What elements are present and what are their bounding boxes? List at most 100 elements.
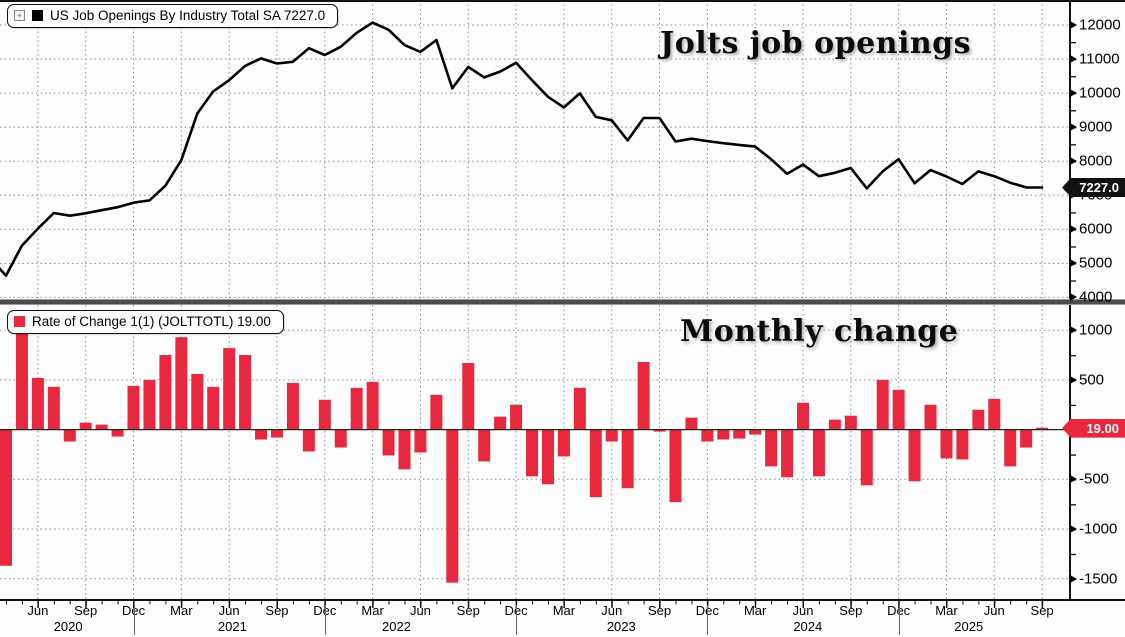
job-openings-line[interactable] xyxy=(0,21,1044,277)
y-axis-arrow xyxy=(1070,157,1077,166)
change-bar[interactable] xyxy=(63,429,76,442)
change-bar[interactable] xyxy=(876,379,889,430)
year-divider-line xyxy=(898,605,900,635)
y-axis-label-top: 11000 xyxy=(1079,50,1120,68)
change-bar[interactable] xyxy=(350,387,363,430)
change-bar[interactable] xyxy=(828,419,841,430)
x-axis-month-label: Jun xyxy=(409,603,431,618)
change-bar[interactable] xyxy=(557,429,570,457)
year-divider-line xyxy=(707,605,709,635)
change-bar[interactable] xyxy=(0,429,12,566)
change-bar[interactable] xyxy=(302,429,315,452)
change-bar[interactable] xyxy=(940,429,953,459)
change-bar[interactable] xyxy=(924,404,937,430)
y-axis-arrow xyxy=(1070,259,1077,268)
change-bar[interactable] xyxy=(972,409,985,430)
change-bar[interactable] xyxy=(191,373,204,430)
change-bar[interactable] xyxy=(127,385,140,430)
change-bar[interactable] xyxy=(781,429,794,478)
change-bar[interactable] xyxy=(526,429,539,477)
legend-bottom-series[interactable]: Rate of Change 1(1) (JOLTTOTL) 19.00 xyxy=(7,310,284,334)
change-bar[interactable] xyxy=(988,398,1001,430)
y-axis-arrow xyxy=(1070,525,1077,533)
change-bar[interactable] xyxy=(446,429,459,583)
change-bar[interactable] xyxy=(908,429,921,482)
change-bar[interactable] xyxy=(286,382,299,430)
change-bar[interactable] xyxy=(733,429,746,439)
x-tick-minor xyxy=(500,601,502,605)
expand-icon[interactable]: + xyxy=(14,10,25,21)
change-bar[interactable] xyxy=(1020,429,1033,448)
x-tick-quarter xyxy=(85,601,87,608)
change-bar[interactable] xyxy=(175,337,188,430)
change-bar[interactable] xyxy=(1036,427,1049,430)
change-bar[interactable] xyxy=(589,429,602,498)
change-bar[interactable] xyxy=(685,417,698,430)
change-bar[interactable] xyxy=(414,429,427,453)
change-bar[interactable] xyxy=(797,402,809,430)
change-bar[interactable] xyxy=(382,429,395,456)
change-bar[interactable] xyxy=(637,362,650,430)
x-tick-minor xyxy=(149,601,151,605)
change-bar[interactable] xyxy=(79,422,92,430)
change-bar[interactable] xyxy=(478,429,491,462)
x-tick-minor xyxy=(1026,601,1028,605)
change-bar[interactable] xyxy=(111,429,124,437)
change-bar[interactable] xyxy=(31,377,44,430)
y-axis-arrow xyxy=(1070,21,1077,29)
change-bar[interactable] xyxy=(605,429,618,442)
change-bar[interactable] xyxy=(812,429,825,477)
change-bar[interactable] xyxy=(398,429,411,470)
change-bar[interactable] xyxy=(47,386,60,430)
change-bar[interactable] xyxy=(430,394,443,430)
y-axis-label-top: 5000 xyxy=(1079,254,1113,272)
x-tick-minor xyxy=(691,601,693,605)
change-bar[interactable] xyxy=(510,404,523,430)
panel-divider[interactable] xyxy=(0,299,1125,305)
y-tick-minor xyxy=(1071,280,1076,282)
legend-top-series[interactable]: + US Job Openings By Industry Total SA 7… xyxy=(7,4,339,28)
change-bar[interactable] xyxy=(462,363,475,430)
change-bar[interactable] xyxy=(95,424,108,430)
y-axis-arrow xyxy=(1070,225,1077,234)
change-bar[interactable] xyxy=(701,429,714,442)
change-bar[interactable] xyxy=(159,355,172,430)
change-bar[interactable] xyxy=(334,429,347,448)
change-bar[interactable] xyxy=(749,429,762,435)
change-bar[interactable] xyxy=(366,381,379,430)
change-bar[interactable] xyxy=(143,379,156,430)
x-tick-quarter xyxy=(993,601,996,608)
change-bar[interactable] xyxy=(15,312,28,430)
change-bar[interactable] xyxy=(255,429,268,440)
change-bar[interactable] xyxy=(844,415,857,430)
change-bar[interactable] xyxy=(239,355,252,430)
change-bar[interactable] xyxy=(573,387,586,430)
x-tick-minor xyxy=(739,601,741,605)
change-bar[interactable] xyxy=(860,429,873,486)
change-bar[interactable] xyxy=(541,429,554,485)
change-bar[interactable] xyxy=(765,429,778,467)
x-tick-quarter xyxy=(563,601,565,608)
x-tick-minor xyxy=(866,601,868,605)
change-bar[interactable] xyxy=(494,416,507,430)
change-bar[interactable] xyxy=(621,429,634,489)
change-bar[interactable] xyxy=(892,389,905,430)
change-bar[interactable] xyxy=(669,429,682,503)
change-bar[interactable] xyxy=(207,386,220,430)
x-axis-month-label: Sep xyxy=(647,603,672,618)
change-bar[interactable] xyxy=(956,429,969,460)
x-tick-minor xyxy=(21,601,23,605)
change-bar[interactable] xyxy=(1004,429,1017,467)
change-bar[interactable] xyxy=(717,429,730,440)
x-tick-quarter xyxy=(706,601,709,608)
change-bar[interactable] xyxy=(318,399,331,430)
x-tick-minor xyxy=(962,601,964,605)
x-tick-minor xyxy=(930,601,932,605)
change-bar[interactable] xyxy=(270,429,283,438)
x-tick-quarter xyxy=(515,601,518,608)
x-tick-minor xyxy=(101,601,103,605)
change-bar[interactable] xyxy=(223,348,236,430)
x-tick-quarter xyxy=(180,601,183,608)
change-bar[interactable] xyxy=(653,429,666,432)
x-tick-quarter xyxy=(324,601,326,608)
